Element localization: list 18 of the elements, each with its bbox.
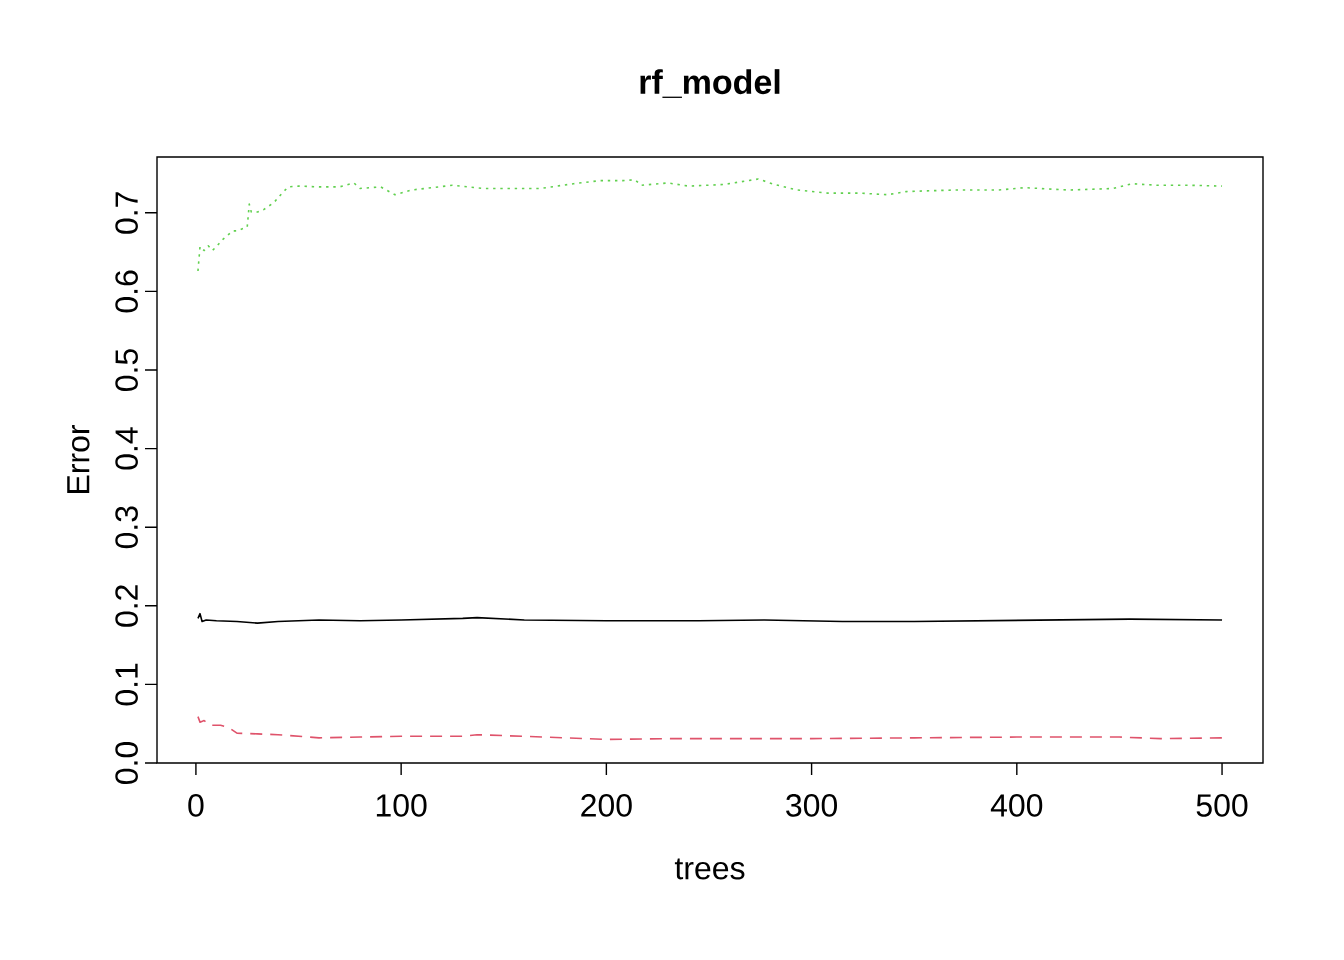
y-tick-label: 0.6 bbox=[115, 270, 138, 313]
y-axis-title: Error bbox=[67, 424, 90, 493]
x-tick-label: 100 bbox=[376, 794, 427, 817]
x-tick-label: 300 bbox=[786, 794, 838, 817]
y-tick-label: 0.0 bbox=[115, 742, 138, 784]
x-tick-label: 200 bbox=[581, 794, 632, 817]
x-axis-title: trees bbox=[674, 858, 745, 880]
y-tick-label: 0.5 bbox=[115, 349, 138, 391]
x-tick-label: 400 bbox=[990, 794, 1043, 817]
y-tick-label: 0.1 bbox=[115, 663, 138, 706]
x-tick-label: 500 bbox=[1196, 794, 1248, 817]
y-tick-label: 0.7 bbox=[115, 192, 138, 234]
chart-title: rf_model bbox=[640, 69, 780, 98]
line-series bbox=[197, 178, 1223, 272]
y-tick-label: 0.3 bbox=[115, 506, 138, 549]
y-tick-label: 0.4 bbox=[115, 427, 138, 470]
y-tick-label: 0.2 bbox=[115, 585, 138, 627]
x-tick-label: 0 bbox=[188, 794, 204, 817]
